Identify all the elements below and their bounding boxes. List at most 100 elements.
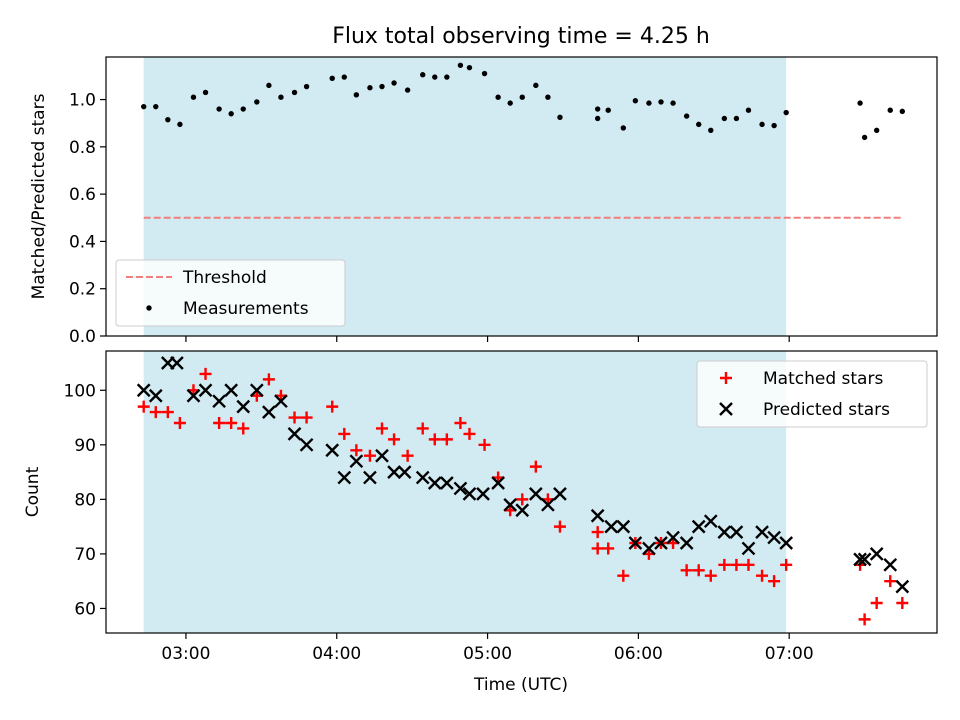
matched-stars-marker [591,526,604,539]
measurement-point [594,115,601,122]
measurement-point [141,103,147,110]
measurement-point [457,62,464,68]
matched-stars-marker [884,575,897,588]
top-y-axis: 0.0 0.2 0.4 0.6 0.8 1.0 [69,91,106,347]
predicted-stars-marker [170,356,184,370]
predicted-stars-marker [415,470,430,485]
matched-stars-marker [440,433,453,446]
bottom-y-axis: 60 70 80 90 100 [64,381,106,619]
measurement-point [620,125,627,131]
top-x-axis [185,336,790,342]
measurement-point [367,85,373,91]
measurement-point [240,106,246,112]
measurement-point [153,103,159,110]
bottom-x-tick-label: 07:00 [765,644,814,664]
matched-stars-marker [326,400,339,413]
predicted-stars-marker [224,383,239,398]
measurement-point [420,72,426,78]
bottom-y-tick-label: 90 [74,436,96,456]
predicted-stars-marker [136,383,151,398]
predicted-stars-marker [679,536,694,550]
measurement-point [190,94,197,100]
predicted-stars-marker [541,497,555,512]
matched-stars-marker [300,411,313,424]
predicted-stars-marker [755,525,769,539]
bottom-panel: 60 70 80 90 100 03:00 04:00 05:00 06:00 07:00 Co… [23,350,938,695]
measurement-point [594,106,601,112]
predicted-stars-marker [654,536,668,550]
legend-matched-swatch [720,372,732,384]
x-axis-label: Time (UTC) [473,675,568,695]
measurement-point [899,108,906,115]
matched-stars-marker [454,417,467,429]
top-y-tick-label: 0.4 [69,232,96,252]
matched-stars-marker [718,558,731,571]
measurement-point [771,122,777,129]
predicted-stars-marker [741,541,756,556]
predicted-stars-marker [604,519,619,534]
bottom-x-axis: 03:00 04:00 05:00 06:00 07:00 [161,633,814,664]
measurement-point [254,99,260,105]
bottom-x-tick-label: 04:00 [312,644,361,664]
matched-stars-marker [416,422,429,435]
measurement-point [696,121,702,128]
measurement-point [861,134,868,141]
predicted-stars-marker [375,448,389,463]
predicted-stars-marker [779,536,794,550]
matched-stars-marker [858,613,871,626]
top-y-tick-label: 1.0 [69,91,96,111]
predicted-stars-marker [427,476,442,490]
matched-stars-marker [463,427,476,440]
measurement-point [605,107,611,113]
legend-predicted-swatch [719,402,733,416]
matched-stars-marker [161,406,174,419]
matched-stars-marker [428,433,441,446]
legend-matched-label: Matched stars [763,369,883,389]
matched-stars-marker [870,597,883,609]
predicted-stars-marker [186,388,201,403]
predicted-stars-marker [729,525,744,539]
predicted-stars-marker [397,465,412,479]
measurement-point [303,83,310,90]
measurement-point [632,98,639,104]
bottom-y-tick-label: 100 [64,381,96,401]
measurement-point [266,82,272,89]
matched-stars-marker [516,493,529,506]
measurement-point [646,100,652,106]
predicted-stars-marker [148,388,163,403]
predicted-stars-marker [387,465,401,479]
matched-stars-marker [173,417,186,429]
matched-stars-marker [617,569,630,582]
matched-stars-marker [756,569,769,582]
predicted-stars-marker [325,443,340,458]
bottom-legend-box [696,360,928,428]
matched-stars-marker [730,558,743,571]
predicted-stars-marker [262,405,276,419]
measurement-point [783,109,789,116]
measurement-point [887,107,893,113]
predicted-stars-marker [491,476,505,490]
bottom-y-tick-label: 80 [74,490,96,510]
top-y-tick-label: 0.2 [69,280,96,300]
matched-stars-marker [780,558,793,571]
top-y-tick-label: 0.8 [69,138,96,158]
measurement-point [745,107,752,113]
matched-stars-marker [529,460,542,473]
bottom-y-tick-label: 70 [74,545,96,565]
measurement-point [228,111,234,117]
matched-stars-marker [602,542,615,555]
measurement-point [857,100,863,106]
matched-stars-marker [742,558,755,571]
measurement-point [404,87,411,93]
matched-stars-marker [591,542,604,555]
top-y-tick-label: 0.6 [69,185,96,205]
matched-stars-marker [262,373,275,386]
predicted-stars-marker [717,525,732,539]
measurement-point [278,94,284,100]
measurement-point [519,94,525,100]
measurement-point [721,115,728,122]
measurement-point [216,106,222,112]
predicted-stars-marker [299,437,314,452]
top-legend-box [115,259,346,327]
measurement-point [329,75,335,81]
